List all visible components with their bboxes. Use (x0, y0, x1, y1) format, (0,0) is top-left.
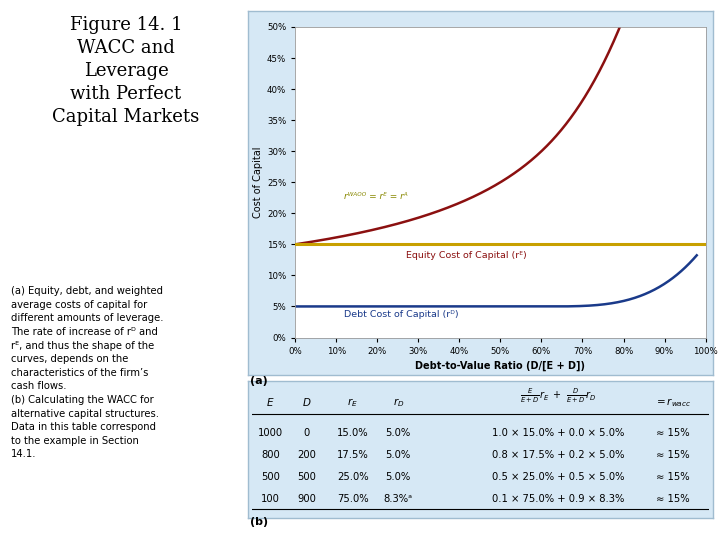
Text: $E$: $E$ (266, 396, 274, 408)
Text: Figure 14. 1
WACC and
Leverage
with Perfect
Capital Markets: Figure 14. 1 WACC and Leverage with Perf… (53, 16, 199, 126)
Text: $r_D$: $r_D$ (392, 396, 404, 409)
Text: rᵂᴬᴼᴼ = rᴱ = rᴬ: rᵂᴬᴼᴼ = rᴱ = rᴬ (344, 192, 408, 201)
Text: 200: 200 (297, 450, 316, 460)
Text: ≈ 15%: ≈ 15% (656, 450, 690, 460)
Text: 0: 0 (304, 428, 310, 438)
Text: ≈ 15%: ≈ 15% (656, 471, 690, 482)
Text: 8.3%ᵃ: 8.3%ᵃ (384, 494, 413, 503)
Text: 1.0 × 15.0% + 0.0 × 5.0%: 1.0 × 15.0% + 0.0 × 5.0% (492, 428, 624, 438)
Text: 500: 500 (261, 471, 280, 482)
Y-axis label: Cost of Capital: Cost of Capital (253, 146, 263, 218)
Text: (b): (b) (250, 517, 268, 528)
Text: $r_E$: $r_E$ (347, 396, 358, 409)
Text: $= r_{wacc}$: $= r_{wacc}$ (654, 396, 691, 409)
Text: Debt Cost of Capital (rᴰ): Debt Cost of Capital (rᴰ) (344, 310, 459, 319)
Text: 75.0%: 75.0% (337, 494, 369, 503)
Text: 5.0%: 5.0% (386, 428, 411, 438)
Text: 15.0%: 15.0% (337, 428, 369, 438)
Text: 0.8 × 17.5% + 0.2 × 5.0%: 0.8 × 17.5% + 0.2 × 5.0% (492, 450, 624, 460)
Text: 100: 100 (261, 494, 280, 503)
Text: ≈ 15%: ≈ 15% (656, 494, 690, 503)
Text: 17.5%: 17.5% (337, 450, 369, 460)
Text: 5.0%: 5.0% (386, 450, 411, 460)
Text: ≈ 15%: ≈ 15% (656, 428, 690, 438)
Text: 25.0%: 25.0% (337, 471, 369, 482)
Text: 0.5 × 25.0% + 0.5 × 5.0%: 0.5 × 25.0% + 0.5 × 5.0% (492, 471, 624, 482)
Text: $\frac{E}{E+D}r_E\ +\ \frac{D}{E+D}r_D$: $\frac{E}{E+D}r_E\ +\ \frac{D}{E+D}r_D$ (521, 387, 596, 405)
Text: 500: 500 (297, 471, 316, 482)
Text: 0.1 × 75.0% + 0.9 × 8.3%: 0.1 × 75.0% + 0.9 × 8.3% (492, 494, 624, 503)
Text: 1000: 1000 (258, 428, 283, 438)
Text: (a) Equity, debt, and weighted
average costs of capital for
different amounts of: (a) Equity, debt, and weighted average c… (11, 286, 163, 460)
Text: $D$: $D$ (302, 396, 312, 408)
Text: 900: 900 (297, 494, 316, 503)
Text: (a): (a) (250, 376, 268, 387)
Text: 5.0%: 5.0% (386, 471, 411, 482)
Text: 800: 800 (261, 450, 279, 460)
Text: Equity Cost of Capital (rᴱ): Equity Cost of Capital (rᴱ) (406, 251, 527, 260)
X-axis label: Debt-to-Value Ratio (D/[E + D]): Debt-to-Value Ratio (D/[E + D]) (415, 361, 585, 372)
